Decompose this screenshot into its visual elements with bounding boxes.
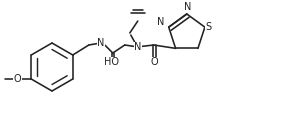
Text: N: N: [97, 38, 104, 48]
Text: N: N: [134, 42, 141, 52]
Text: O: O: [13, 74, 21, 84]
Text: HO: HO: [104, 57, 119, 67]
Text: N: N: [184, 2, 191, 12]
Text: S: S: [206, 22, 212, 32]
Text: O: O: [150, 57, 158, 67]
Text: N: N: [157, 17, 164, 27]
